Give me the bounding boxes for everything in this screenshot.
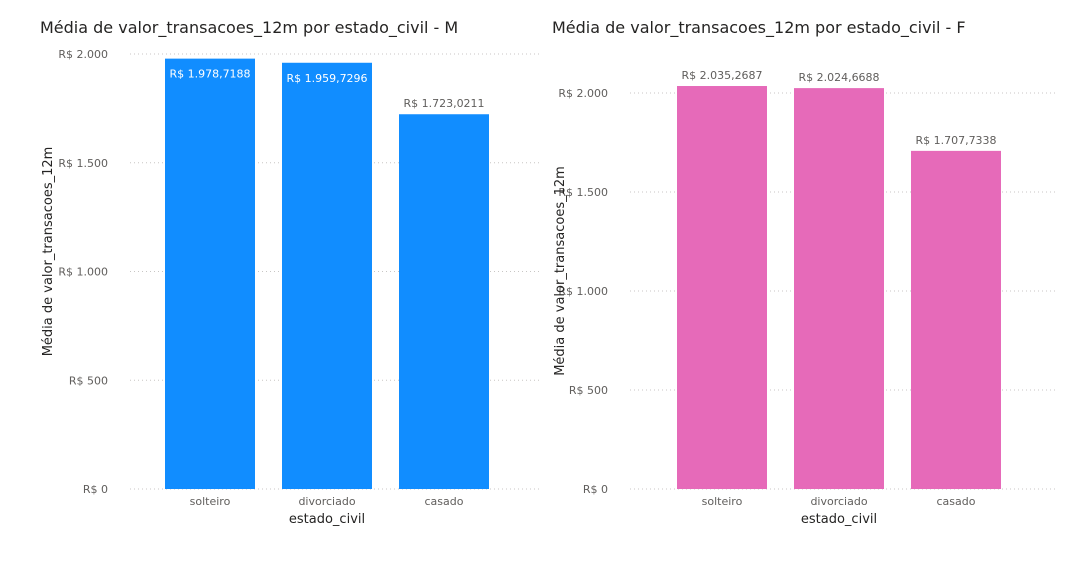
y-tick-label: R$ 500 — [569, 384, 608, 397]
x-tick-label: casado — [425, 495, 464, 508]
x-tick-label: casado — [937, 495, 976, 508]
x-axis-title: estado_civil — [801, 512, 877, 527]
bar-chart-f: R$ 0 R$ 500 R$ 1.000 R$ 1.500 R$ 2.000 R$ 2.0… — [553, 69, 1055, 527]
y-tick-label: R$ 0 — [583, 483, 608, 496]
y-tick-label: R$ 1.000 — [558, 285, 608, 298]
data-label: R$ 1.978,7188 — [169, 68, 250, 81]
bar-chart-m: R$ 0 R$ 500 R$ 1.000 R$ 1.500 R$ 2.000 R$ 1.9… — [41, 48, 540, 527]
chart-panel-f: Média de valor_transacoes_12m por estado… — [540, 0, 1075, 571]
y-axis-title: Média de valor_transacoes_12m — [553, 166, 568, 376]
y-tick-label: R$ 2.000 — [558, 87, 608, 100]
data-label: R$ 1.959,7296 — [286, 72, 367, 85]
y-tick-label: R$ 500 — [69, 374, 108, 387]
chart-title: Média de valor_transacoes_12m por estado… — [40, 18, 459, 37]
bar-casado[interactable] — [911, 150, 1001, 489]
x-tick-label: solteiro — [702, 495, 743, 508]
data-label: R$ 1.707,7338 — [915, 134, 996, 147]
bar-divorciado[interactable] — [794, 88, 884, 490]
bar-solteiro[interactable] — [165, 58, 255, 489]
chart-title: Média de valor_transacoes_12m por estado… — [552, 18, 966, 37]
y-tick-label: R$ 2.000 — [58, 48, 108, 61]
y-tick-label: R$ 1.500 — [58, 157, 108, 170]
data-label: R$ 1.723,0211 — [403, 97, 484, 110]
y-tick-label: R$ 0 — [83, 483, 108, 496]
x-tick-label: divorciado — [810, 495, 867, 508]
data-label: R$ 2.024,6688 — [798, 71, 879, 84]
x-tick-label: divorciado — [298, 495, 355, 508]
data-label: R$ 2.035,2687 — [681, 69, 762, 82]
y-tick-label: R$ 1.000 — [58, 266, 108, 279]
x-tick-label: solteiro — [190, 495, 231, 508]
x-axis-title: estado_civil — [289, 512, 365, 527]
y-axis-title: Média de valor_transacoes_12m — [41, 147, 56, 357]
bar-divorciado[interactable] — [282, 62, 372, 489]
bar-solteiro[interactable] — [677, 86, 767, 490]
bar-casado[interactable] — [399, 114, 489, 489]
y-tick-label: R$ 1.500 — [558, 186, 608, 199]
chart-panel-m: Média de valor_transacoes_12m por estado… — [40, 18, 540, 527]
